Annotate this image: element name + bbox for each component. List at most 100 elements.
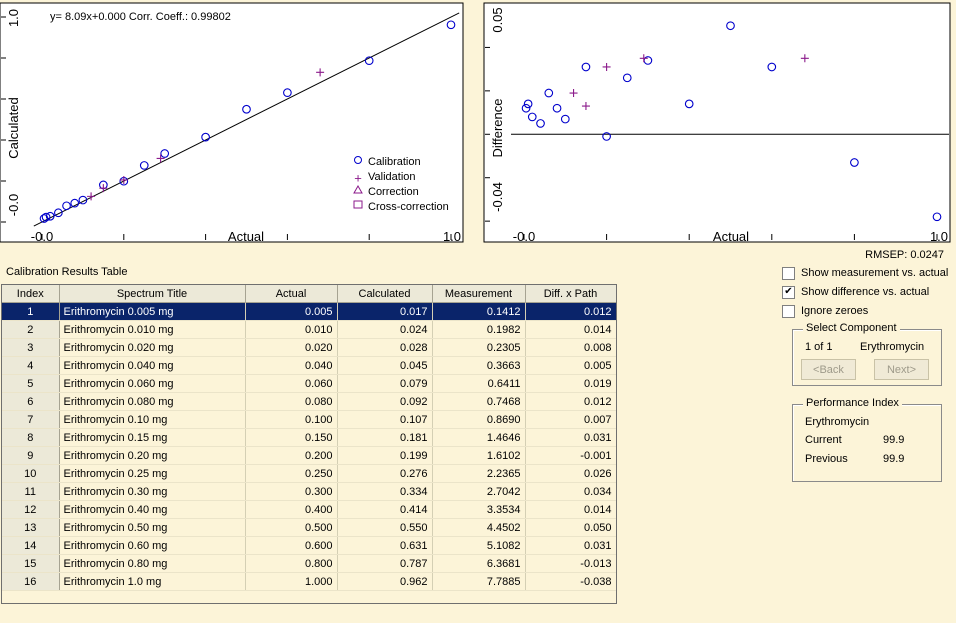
show-measurement-checkbox-box[interactable]: [782, 266, 795, 280]
regression-equation: y= 8.09x+0.000 Corr. Coeff.: 0.99802: [50, 11, 231, 23]
table-row[interactable]: 14 Erithromycin 0.60 mg 0.600 0.631 5.1082 0.…: [2, 536, 616, 555]
cell-calculated: 0.631: [337, 536, 433, 555]
left-validation-point: [119, 175, 128, 184]
column-header-diff-x-path[interactable]: Diff. x Path: [525, 285, 616, 303]
left-calibration-point: [446, 20, 456, 30]
legend-cross-correction: Cross-correction: [368, 201, 449, 213]
table-row[interactable]: 2 Erithromycin 0.010 mg 0.010 0.024 0.1982 0.…: [2, 320, 616, 339]
legend-calibration: Calibration: [368, 156, 421, 168]
table-row[interactable]: 6 Erithromycin 0.080 mg 0.080 0.092 0.7468 0.…: [2, 392, 616, 411]
cell-actual: 0.250: [245, 464, 338, 483]
table-row[interactable]: 13 Erithromycin 0.50 mg 0.500 0.550 4.4502 0.…: [2, 518, 616, 537]
table-row[interactable]: 8 Erithromycin 0.15 mg 0.150 0.181 1.4646 0.0…: [2, 428, 616, 447]
show-difference-checkbox[interactable]: ✔ Show difference vs. actual: [782, 284, 929, 300]
ignore-zeroes-checkbox-box[interactable]: [782, 304, 795, 318]
column-header-calculated[interactable]: Calculated: [337, 285, 433, 303]
cell-diff-x-path: -0.038: [525, 572, 616, 591]
cell-diff-x-path: 0.050: [525, 518, 616, 537]
show-measurement-checkbox[interactable]: Show measurement vs. actual: [782, 265, 948, 281]
cell-measurement: 4.4502: [432, 518, 526, 537]
cell-spectrum-title: Erithromycin 0.25 mg: [59, 464, 246, 483]
left-calibration-point: [242, 104, 251, 114]
table-row[interactable]: 5 Erithromycin 0.060 mg 0.060 0.079 0.6411 0.…: [2, 374, 616, 393]
table-row[interactable]: 1 Erithromycin 0.005 mg 0.005 0.017 0.1412 0.…: [2, 302, 616, 321]
cell-spectrum-title: Erithromycin 0.080 mg: [59, 392, 246, 411]
cell-measurement: 0.8690: [432, 410, 526, 429]
table-row[interactable]: 10 Erithromycin 0.25 mg 0.250 0.276 2.2365 0.…: [2, 464, 616, 483]
column-header-measurement[interactable]: Measurement: [432, 285, 526, 303]
left-calibration-point: [41, 212, 51, 222]
cell-actual: 0.100: [245, 410, 338, 429]
cell-spectrum-title: Erithromycin 0.020 mg: [59, 338, 246, 357]
cell-diff-x-path: 0.026: [525, 464, 616, 483]
cell-spectrum-title: Erithromycin 0.15 mg: [59, 428, 246, 447]
cell-measurement: 0.1412: [432, 302, 526, 321]
left-plot-points: [39, 20, 456, 223]
cell-index: 15: [2, 554, 60, 573]
right-calibration-point: [684, 99, 694, 109]
cell-diff-x-path: 0.012: [525, 392, 616, 411]
calibration-plot-frame[interactable]: [0, 2, 464, 243]
cell-actual: 0.500: [245, 518, 338, 537]
table-row[interactable]: 11 Erithromycin 0.30 mg 0.300 0.334 2.7042 0.…: [2, 482, 616, 501]
table-row[interactable]: 4 Erithromycin 0.040 mg 0.040 0.045 0.3663 0.…: [2, 356, 616, 375]
cell-index: 10: [2, 464, 60, 483]
cell-calculated: 0.334: [337, 482, 433, 501]
cell-measurement: 3.3534: [432, 500, 526, 519]
left-validation-point: [156, 154, 165, 163]
right-calibration-point: [850, 158, 859, 167]
right-calibration-point: [622, 73, 632, 83]
right-axis-ticks: [485, 46, 938, 240]
left-calibration-point: [201, 132, 210, 142]
table-row[interactable]: 15 Erithromycin 0.80 mg 0.800 0.787 6.3681 -0…: [2, 554, 616, 573]
cell-calculated: 0.550: [337, 518, 433, 537]
cell-index: 11: [2, 482, 60, 501]
cell-index: 12: [2, 500, 60, 519]
legend-validation-marker: +: [354, 170, 362, 185]
cell-measurement: 2.7042: [432, 482, 526, 501]
next-button[interactable]: Next>: [874, 359, 929, 380]
left-axis-ticks: [1, 16, 452, 240]
table-body: 1 Erithromycin 0.005 mg 0.005 0.017 0.1412 0.…: [2, 302, 616, 591]
cell-index: 1: [2, 302, 60, 321]
cell-index: 5: [2, 374, 60, 393]
cell-index: 14: [2, 536, 60, 555]
cell-measurement: 0.2305: [432, 338, 526, 357]
left-x-tick-max: 1.0: [443, 229, 461, 244]
cell-actual: 0.005: [245, 302, 338, 321]
ignore-zeroes-checkbox[interactable]: Ignore zeroes: [782, 303, 868, 319]
cell-measurement: 5.1082: [432, 536, 526, 555]
cell-measurement: 0.6411: [432, 374, 526, 393]
show-difference-label: Show difference vs. actual: [801, 286, 930, 298]
cell-calculated: 0.787: [337, 554, 433, 573]
cell-diff-x-path: 0.031: [525, 428, 616, 447]
cell-actual: 0.020: [245, 338, 338, 357]
cell-measurement: 2.2365: [432, 464, 526, 483]
left-x-axis-label: Actual: [228, 229, 264, 244]
right-validation-point: [569, 89, 578, 98]
back-button[interactable]: <Back: [801, 359, 856, 380]
column-header-actual[interactable]: Actual: [245, 285, 338, 303]
table-row[interactable]: 3 Erithromycin 0.020 mg 0.020 0.028 0.2305 0.…: [2, 338, 616, 357]
right-plot-points: [521, 21, 942, 222]
column-header-spectrum-title[interactable]: Spectrum Title: [59, 285, 246, 303]
regression-line: [33, 12, 460, 227]
cell-diff-x-path: 0.019: [525, 374, 616, 393]
table-title: Calibration Results Table: [6, 266, 128, 278]
legend-correction: Correction: [368, 186, 419, 198]
right-validation-point: [639, 54, 648, 63]
table-row[interactable]: 16 Erithromycin 1.0 mg 1.000 0.962 7.7885 -0.…: [2, 572, 616, 591]
table-row[interactable]: 12 Erithromycin 0.40 mg 0.400 0.414 3.3534 0.…: [2, 500, 616, 519]
left-calibration-point: [54, 208, 63, 218]
calibration-results-table[interactable]: Index Spectrum Title Actual Calculated M…: [1, 284, 617, 604]
difference-plot-frame[interactable]: [483, 2, 951, 243]
cell-index: 13: [2, 518, 60, 537]
table-row[interactable]: 9 Erithromycin 0.20 mg 0.200 0.199 1.6102 -0.…: [2, 446, 616, 465]
cell-actual: 1.000: [245, 572, 338, 591]
ignore-zeroes-label: Ignore zeroes: [801, 305, 869, 317]
show-difference-checkbox-box[interactable]: ✔: [782, 285, 795, 299]
cell-calculated: 0.414: [337, 500, 433, 519]
table-row[interactable]: 7 Erithromycin 0.10 mg 0.100 0.107 0.8690 0.0…: [2, 410, 616, 429]
cell-actual: 0.060: [245, 374, 338, 393]
column-header-index[interactable]: Index: [2, 285, 60, 303]
